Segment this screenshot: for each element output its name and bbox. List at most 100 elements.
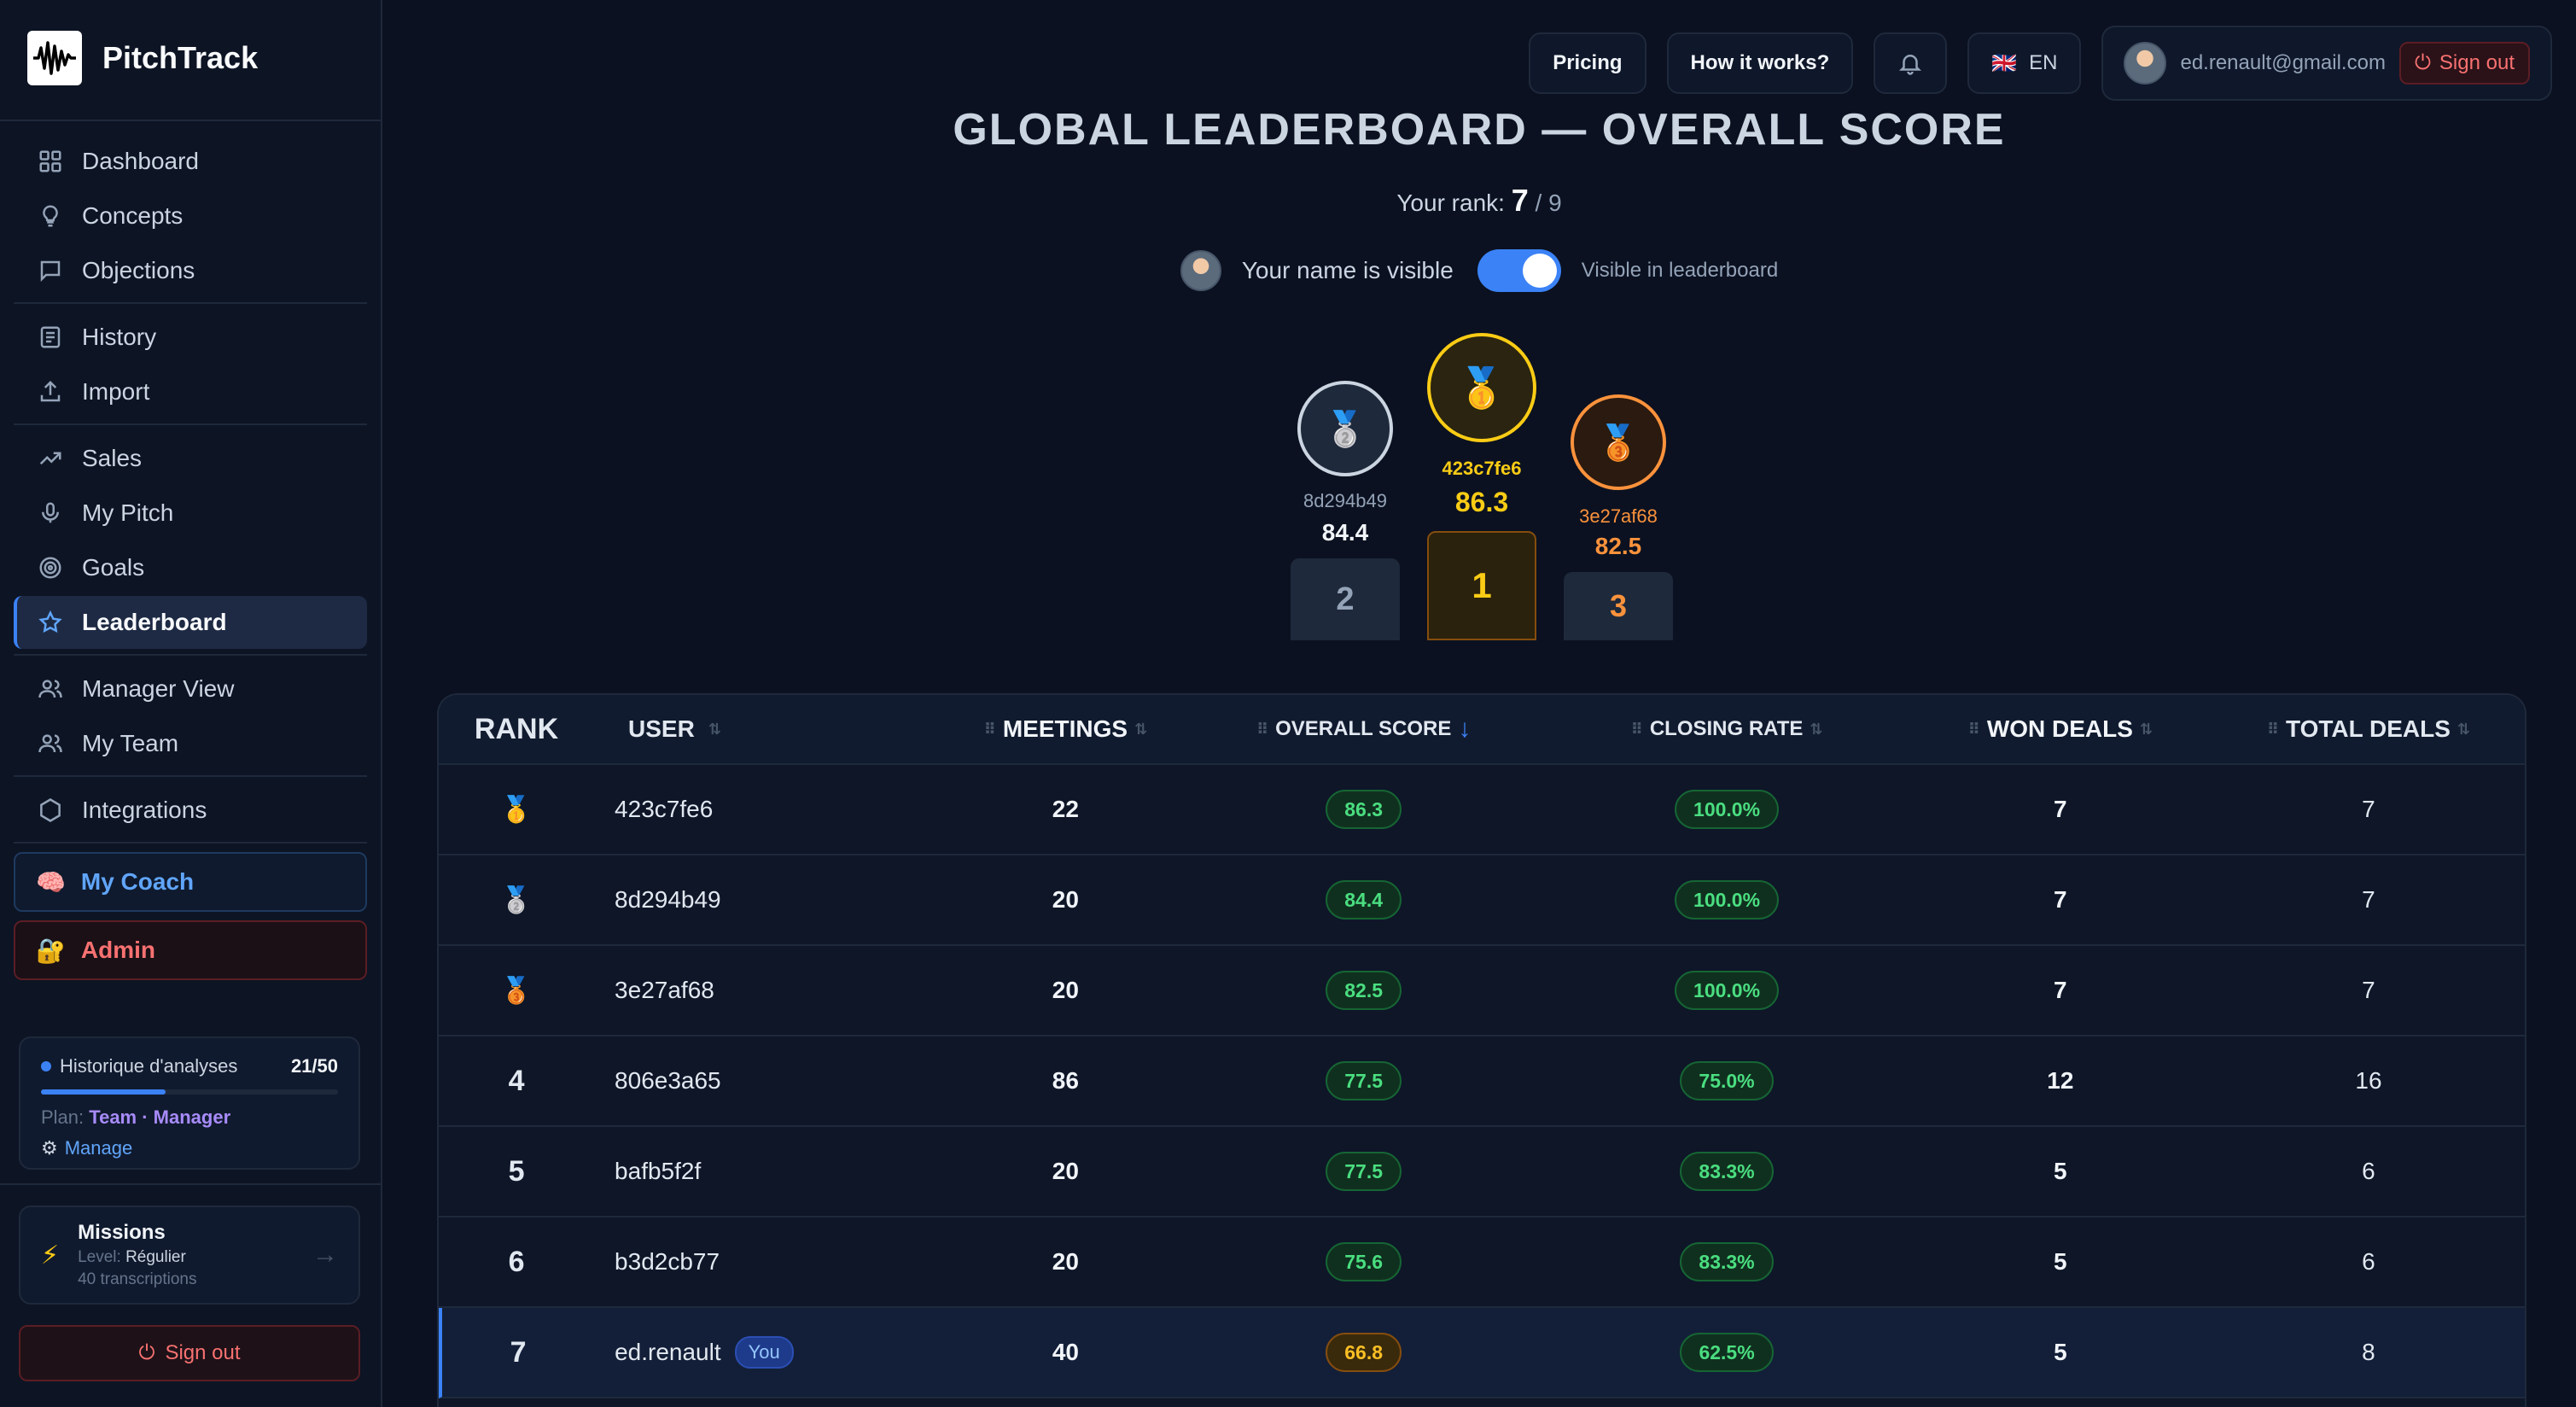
my-coach-button[interactable]: 🧠 My Coach [14, 852, 367, 912]
notifications-button[interactable] [1874, 32, 1948, 94]
col-meetings[interactable]: ⠿ MEETINGS ⇅ [949, 715, 1182, 743]
total-cell: 7 [2362, 977, 2375, 1003]
divider [14, 775, 367, 777]
main-nav: Dashboard Concepts Objections History Im… [14, 135, 367, 980]
missions-card[interactable]: ⚡ Missions Level: Régulier 40 transcript… [19, 1206, 360, 1305]
target-icon [39, 557, 61, 579]
manage-link[interactable]: ⚙ Manage [41, 1137, 338, 1159]
nav-item-objections[interactable]: Objections [14, 244, 367, 297]
brand[interactable]: PitchTrack [27, 31, 258, 85]
podium-third-medal: 🥉 [1571, 394, 1666, 490]
nav-label: Integrations [82, 797, 207, 823]
closing-cell: 83.3% [1545, 1242, 1908, 1281]
drag-handle-icon: ⠿ [2266, 720, 2280, 738]
visibility-label: Your name is visible [1241, 257, 1454, 283]
sort-desc-icon: ↓ [1458, 715, 1472, 743]
message-icon [40, 260, 61, 283]
podium-second-user: 8d294b49 [1303, 490, 1387, 511]
rank-cell: 4 [508, 1064, 525, 1097]
admin-button[interactable]: 🔐 Admin [14, 920, 367, 980]
nav-item-sales[interactable]: Sales [14, 432, 367, 485]
trend-icon [39, 452, 61, 465]
nav-item-manager-view[interactable]: Manager View [14, 663, 367, 715]
nav-item-dashboard[interactable]: Dashboard [14, 135, 367, 188]
podium-first-medal: 🥇 [1427, 333, 1536, 442]
score-badge: 77.5 [1326, 1152, 1402, 1191]
grid-icon [39, 150, 61, 172]
closing-badge: 62.5% [1680, 1333, 1774, 1372]
my-coach-label: My Coach [80, 868, 195, 895]
nav-item-my-team[interactable]: My Team [14, 717, 367, 770]
topbar-signout-button[interactable]: ⏻ Sign out [2398, 42, 2530, 85]
score-cell: 75.6 [1182, 1242, 1545, 1281]
signout-label: Sign out [165, 1341, 241, 1364]
meetings-cell: 22 [1052, 796, 1079, 822]
table-row[interactable]: 🥈 8d294b49 20 84.4 100.0% 7 7 [439, 855, 2525, 946]
closing-cell: 100.0% [1545, 790, 1908, 829]
nav-item-import[interactable]: Import [14, 365, 367, 418]
usage-card: Historique d'analyses 21/50 Plan: Team ·… [19, 1036, 360, 1170]
col-label: WON DEALS [1986, 715, 2133, 742]
col-overall-score[interactable]: ⠿ OVERALL SCORE ↓ [1182, 715, 1545, 744]
col-label: CLOSING RATE [1649, 717, 1804, 740]
visibility-toggle[interactable] [1477, 249, 1561, 292]
rank-value: 7 [1511, 183, 1529, 218]
col-user[interactable]: USER ⇅ [594, 715, 949, 743]
total-cell: 6 [2362, 1158, 2375, 1184]
sort-icon: ⇅ [1134, 720, 1148, 738]
score-badge: 77.5 [1326, 1061, 1402, 1100]
total-cell: 16 [2355, 1067, 2382, 1094]
score-cell: 77.5 [1182, 1152, 1545, 1191]
bronze-medal-icon: 🥉 [500, 976, 533, 1005]
col-closing-rate[interactable]: ⠿ CLOSING RATE ⇅ [1545, 717, 1908, 741]
col-won-deals[interactable]: ⠿ WON DEALS ⇅ [1909, 715, 2212, 743]
col-rank[interactable]: RANK [439, 713, 594, 746]
table-row[interactable]: 🥇 423c7fe6 22 86.3 100.0% 7 7 [439, 765, 2525, 855]
podium-first-block: 1 [1427, 531, 1536, 640]
power-icon: ⏻ [2414, 51, 2431, 74]
manage-label: Manage [64, 1137, 133, 1159]
nav-item-my-pitch[interactable]: My Pitch [14, 487, 367, 540]
table-row-current-user[interactable]: 7 ed.renault You 40 66.8 62.5% 5 8 [439, 1308, 2525, 1398]
plan-line: Plan: Team · Manager [41, 1106, 338, 1129]
user-cell: 3e27af68 [615, 977, 714, 1003]
total-cell: 7 [2362, 886, 2375, 913]
table-row[interactable]: 6 b3d2cb77 20 75.6 83.3% 5 6 [439, 1217, 2525, 1308]
power-icon: ⏻ [138, 1341, 155, 1364]
avatar[interactable] [2124, 42, 2167, 85]
closing-cell: 100.0% [1545, 971, 1908, 1010]
nav-item-leaderboard[interactable]: Leaderboard [14, 596, 367, 649]
nav-item-concepts[interactable]: Concepts [14, 190, 367, 242]
won-cell: 5 [2054, 1339, 2067, 1365]
sidebar-signout-button[interactable]: ⏻ Sign out [19, 1325, 360, 1381]
avatar [1180, 250, 1221, 291]
your-rank: Your rank: 7 / 9 [382, 183, 2576, 219]
nav-item-goals[interactable]: Goals [14, 541, 367, 594]
team-icon [38, 734, 62, 753]
closing-badge: 100.0% [1675, 971, 1780, 1010]
nav-item-history[interactable]: History [14, 311, 367, 364]
upload-icon [40, 380, 61, 402]
nav-label: My Pitch [82, 499, 174, 526]
how-it-works-button[interactable]: How it works? [1666, 32, 1854, 94]
score-cell: 66.8 [1182, 1333, 1545, 1372]
pricing-button[interactable]: Pricing [1529, 32, 1646, 94]
divider [0, 1183, 381, 1185]
rank-cell: 6 [508, 1245, 525, 1278]
mic-icon [42, 502, 59, 523]
usage-count: 21/50 [290, 1055, 338, 1077]
table-row[interactable]: 🥉 3e27af68 20 82.5 100.0% 7 7 [439, 946, 2525, 1036]
score-badge: 82.5 [1326, 971, 1402, 1010]
won-cell: 7 [2054, 886, 2067, 913]
page-title: GLOBAL LEADERBOARD — OVERALL SCORE [953, 105, 2006, 155]
divider [0, 120, 381, 121]
table-row[interactable]: 4 806e3a65 86 77.5 75.0% 12 16 [439, 1036, 2525, 1127]
lightning-icon: ⚡ [41, 1241, 60, 1270]
score-badge: 66.8 [1326, 1333, 1402, 1372]
nav-item-integrations[interactable]: Integrations [14, 784, 367, 837]
table-row[interactable]: 5 bafb5f2f 20 77.5 83.3% 5 6 [439, 1127, 2525, 1217]
language-selector[interactable]: 🇬🇧 EN [1967, 32, 2082, 94]
nav-label: History [82, 324, 157, 350]
sort-icon: ⇅ [708, 720, 721, 738]
col-total-deals[interactable]: ⠿ TOTAL DEALS ⇅ [2212, 715, 2525, 743]
